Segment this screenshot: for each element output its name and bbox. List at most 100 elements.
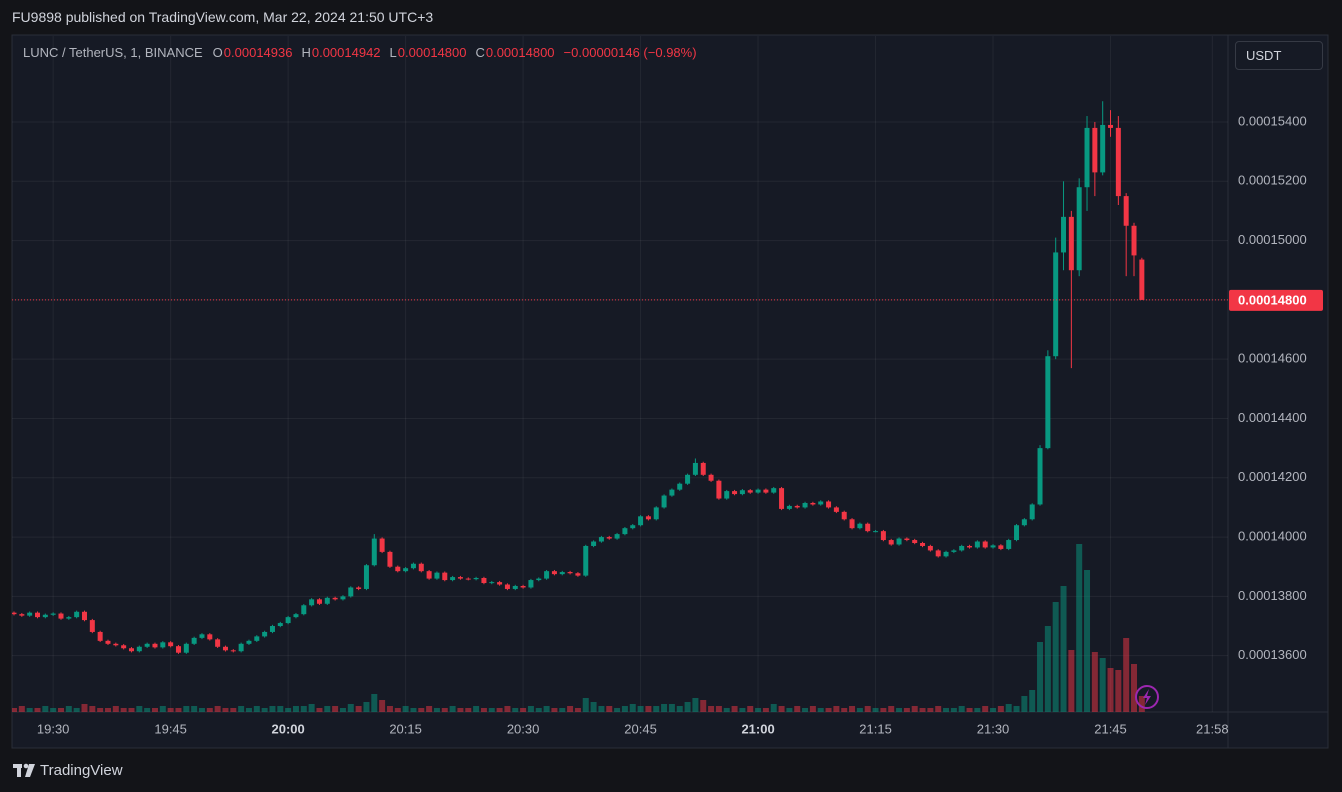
close-value: 0.00014800 (485, 45, 555, 60)
candle-body (168, 642, 174, 647)
candle-body (708, 474, 714, 481)
volume-bar (144, 708, 151, 712)
volume-bar (919, 708, 926, 712)
volume-bar (935, 706, 942, 712)
candle-body (113, 643, 119, 646)
candle-body (622, 528, 628, 535)
volume-bar (465, 708, 472, 712)
volume-bar (684, 702, 691, 712)
volume-bar (786, 708, 793, 712)
volume-bar (990, 708, 997, 712)
volume-bar (159, 706, 166, 712)
volume-bar (18, 706, 25, 712)
volume-bar (167, 708, 174, 712)
volume-bar (809, 706, 816, 712)
volume-bar (316, 708, 323, 712)
candle-body (1108, 124, 1114, 128)
volume-bar (849, 706, 856, 712)
candle-body (191, 637, 197, 644)
volume-bar (676, 706, 683, 712)
volume-bar (332, 706, 339, 712)
candle-body (551, 571, 557, 575)
candle-body (215, 639, 221, 647)
volume-bar (841, 708, 848, 712)
candle-body (12, 612, 17, 615)
chart-pane (11, 34, 1329, 749)
volume-bar (778, 706, 785, 712)
candle-body (598, 537, 604, 542)
volume-bar (480, 708, 487, 712)
volume-bar (379, 700, 386, 712)
alert-icon[interactable] (1135, 685, 1159, 709)
volume-bar (198, 708, 205, 712)
candle-body (771, 488, 777, 493)
candle-body (951, 550, 957, 552)
candle-body (912, 540, 918, 543)
volume-bar (292, 706, 299, 712)
y-tick-label: 0.00014400 (1238, 410, 1307, 425)
volume-bar (230, 708, 237, 712)
candle-body (1006, 540, 1012, 549)
y-tick-label: 0.00014600 (1238, 351, 1307, 366)
candle-body (1068, 216, 1074, 271)
y-tick-label: 0.00015400 (1238, 113, 1307, 128)
candle-body (786, 505, 792, 509)
candle-body (974, 541, 980, 548)
x-tick-label: 19:30 (37, 721, 70, 736)
candle-body (1029, 504, 1035, 520)
volume-bar (1107, 668, 1114, 712)
volume-bar (614, 708, 621, 712)
candle-body (410, 563, 416, 569)
volume-bar (723, 708, 730, 712)
open-label: O (212, 45, 223, 60)
volume-bar (1131, 664, 1138, 712)
y-tick-label: 0.00015200 (1238, 173, 1307, 188)
candle-body (269, 626, 275, 632)
volume-bar (512, 708, 519, 712)
legend: LUNC / TetherUS, 1, BINANCE O0.00014936 H0… (23, 45, 706, 60)
volume-bar (747, 706, 754, 712)
candle-body (630, 525, 636, 529)
candle-body (207, 634, 213, 640)
candle-body (434, 572, 440, 579)
candle-body (865, 523, 871, 532)
candle-body (81, 611, 87, 621)
candle-body (716, 480, 722, 499)
candle-body (58, 613, 64, 619)
candle-body (967, 545, 973, 548)
candle-body (998, 545, 1004, 549)
volume-bar (394, 708, 401, 712)
candle-body (152, 643, 158, 648)
volume-bar (755, 708, 762, 712)
volume-bar (128, 708, 135, 712)
volume-bar (637, 706, 644, 712)
volume-bar (120, 708, 127, 712)
candle-body (1021, 519, 1027, 526)
candle-body (544, 571, 550, 579)
volume-bar (1013, 706, 1020, 712)
last-price-label: 0.00014800 (1238, 292, 1307, 307)
volume-bar (606, 706, 613, 712)
currency-button[interactable]: USDT (1235, 41, 1323, 70)
volume-bar (1060, 586, 1067, 712)
candle-body (692, 462, 698, 475)
volume-bar (731, 706, 738, 712)
volume-bar (191, 706, 198, 712)
candle-body (1115, 127, 1121, 197)
candle-body (144, 643, 150, 647)
volume-bar (277, 706, 284, 712)
volume-bar (402, 706, 409, 712)
volume-bar (26, 708, 33, 712)
candle-body (1045, 356, 1051, 449)
volume-bar (386, 706, 393, 712)
candle-body (379, 538, 385, 552)
candle-body (810, 502, 816, 505)
brand: TradingView (40, 762, 123, 779)
candle-body (199, 634, 205, 638)
volume-bar (692, 698, 699, 712)
candle-body (489, 582, 495, 584)
volume-bar (457, 708, 464, 712)
volume-bar (206, 708, 213, 712)
x-tick-label: 21:15 (859, 721, 892, 736)
volume-bar (410, 708, 417, 712)
